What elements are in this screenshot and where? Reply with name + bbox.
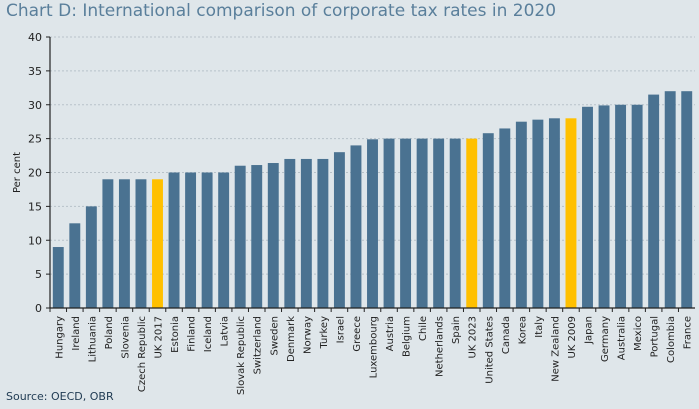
x-tick-label: Greece — [352, 316, 363, 352]
bar-new-zealand — [548, 118, 560, 308]
bar-uk-2023 — [466, 138, 478, 308]
y-tick-label: 35 — [28, 65, 42, 78]
bar-united-states — [482, 133, 494, 308]
y-tick-label: 5 — [35, 268, 42, 281]
x-tick-label: Canada — [501, 316, 512, 354]
x-tick-label: Chile — [418, 316, 429, 341]
x-tick-label: Turkey — [319, 316, 330, 350]
x-tick-label: Italy — [534, 316, 545, 338]
bar-canada — [499, 128, 511, 308]
x-tick-label: Finland — [187, 316, 198, 352]
x-tick-label: Korea — [517, 316, 528, 344]
x-tick-label: Estonia — [170, 316, 181, 353]
bar-norway — [300, 158, 312, 308]
bar-belgium — [400, 138, 412, 308]
bar-sweden — [267, 163, 279, 308]
y-tick-label: 20 — [28, 167, 42, 180]
bar-hungary — [52, 247, 64, 308]
x-tick-label: Spain — [451, 316, 462, 344]
bar-switzerland — [251, 165, 263, 308]
bar-latvia — [218, 172, 230, 308]
x-tick-label: UK 2017 — [154, 316, 165, 359]
y-tick-label: 30 — [28, 99, 42, 112]
x-tick-label: Latvia — [220, 316, 231, 346]
bar-australia — [615, 104, 627, 308]
x-tick-label: Norway — [302, 316, 313, 354]
bar-france — [681, 91, 693, 308]
x-tick-label: Switzerland — [253, 316, 264, 374]
x-tick-label: Germany — [600, 316, 611, 362]
bar-israel — [333, 152, 345, 308]
x-tick-label: Denmark — [286, 316, 297, 362]
x-tick-label: Slovenia — [120, 316, 131, 359]
x-tick-label: New Zealand — [550, 316, 561, 382]
source-note: Source: OECD, OBR — [6, 390, 114, 403]
bar-denmark — [284, 158, 296, 308]
x-tick-label: UK 2009 — [567, 316, 578, 359]
bar-mexico — [631, 104, 643, 308]
bar-finland — [185, 172, 197, 308]
x-tick-label: Mexico — [633, 316, 644, 351]
x-tick-label: Belgium — [402, 316, 413, 357]
x-tick-label: Lithuania — [87, 316, 98, 362]
y-axis-label: Per cent — [12, 152, 23, 193]
bar-iceland — [201, 172, 213, 308]
x-tick-label: Australia — [617, 316, 628, 360]
x-tick-label: Czech Republic — [137, 316, 148, 392]
bar-luxembourg — [367, 139, 378, 308]
x-tick-label: Portugal — [650, 316, 661, 357]
bar-greece — [350, 145, 362, 308]
bar-uk-2017 — [152, 179, 163, 308]
bar-czech-republic — [135, 179, 147, 308]
x-tick-label: France — [683, 316, 694, 349]
bar-slovenia — [118, 179, 130, 308]
bar-spain — [449, 138, 461, 308]
y-tick-label: 0 — [35, 302, 42, 315]
x-tick-label: Hungary — [54, 316, 65, 359]
x-tick-label: Poland — [104, 316, 115, 349]
x-tick-label: Colombia — [666, 316, 677, 363]
bar-poland — [102, 179, 114, 308]
bar-netherlands — [433, 138, 445, 308]
y-tick-label: 10 — [28, 234, 42, 247]
x-tick-label: Netherlands — [435, 316, 446, 377]
bar-germany — [598, 105, 610, 309]
y-tick-label: 25 — [28, 133, 42, 146]
bar-italy — [532, 119, 544, 308]
bar-slovak-republic — [234, 165, 246, 308]
bar-estonia — [168, 172, 180, 308]
x-tick-label: Sweden — [269, 316, 280, 356]
x-tick-label: United States — [484, 316, 495, 384]
x-tick-label: Luxembourg — [369, 316, 380, 378]
bar-chile — [416, 138, 428, 308]
bar-lithuania — [85, 206, 97, 308]
bar-ireland — [69, 223, 81, 308]
bar-korea — [515, 121, 527, 308]
bar-austria — [383, 138, 395, 308]
x-tick-label: Israel — [335, 316, 346, 343]
y-tick-label: 15 — [28, 200, 42, 213]
bar-colombia — [664, 91, 676, 308]
x-tick-label: Ireland — [71, 316, 82, 351]
x-tick-label: Iceland — [203, 316, 214, 352]
x-tick-label: Slovak Republic — [236, 316, 247, 395]
bar-turkey — [317, 158, 329, 308]
x-tick-label: Austria — [385, 316, 396, 351]
y-tick-label: 40 — [28, 31, 42, 44]
bar-uk-2009 — [565, 118, 577, 308]
x-tick-label: UK 2023 — [468, 316, 479, 359]
bar-portugal — [648, 94, 660, 309]
chart-title: Chart D: International comparison of cor… — [6, 1, 557, 21]
bar-japan — [582, 106, 593, 308]
x-tick-label: Japan — [584, 316, 595, 345]
